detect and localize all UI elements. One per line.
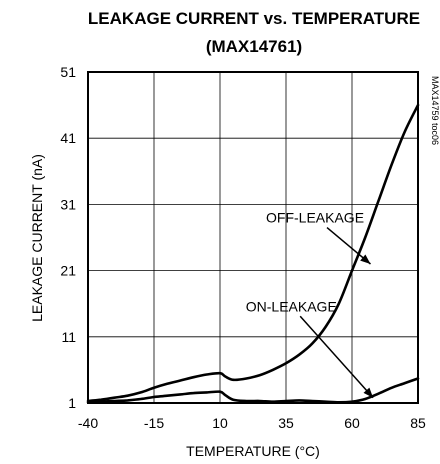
figure-code: MAX14759 toc06 <box>430 76 440 145</box>
x-tick-label: 35 <box>278 415 294 431</box>
y-tick-label: 51 <box>60 64 76 80</box>
x-tick-label: 10 <box>212 415 228 431</box>
arrowhead-on-leakage <box>363 387 374 398</box>
series-line-off-leakage <box>86 103 420 403</box>
annotation-group: OFF-LEAKAGE ON-LEAKAGE <box>246 210 374 399</box>
annotation-label: OFF-LEAKAGE <box>266 210 364 226</box>
y-tick-label: 11 <box>61 329 76 345</box>
grid-lines <box>88 72 418 403</box>
series-line-on-leakage <box>86 377 420 404</box>
chart-subtitle: (MAX14761) <box>206 37 302 56</box>
leader-line-on-leakage <box>299 315 374 399</box>
x-tick-label: -40 <box>78 415 98 431</box>
y-tick-label: 31 <box>60 196 76 212</box>
plot-frame <box>87 71 419 404</box>
x-tick-label: 85 <box>410 415 426 431</box>
y-axis-label: LEAKAGE CURRENT (nA) <box>29 154 45 322</box>
chart-title: LEAKAGE CURRENT vs. TEMPERATURE <box>88 9 420 28</box>
x-tick-label: 60 <box>344 415 360 431</box>
y-tick-label: 41 <box>60 130 76 146</box>
x-axis-label: TEMPERATURE (°C) <box>186 443 320 459</box>
series-group <box>86 103 420 404</box>
y-tick-label: 1 <box>68 395 76 411</box>
y-tick-label: 21 <box>60 263 76 279</box>
annotation-label: ON-LEAKAGE <box>246 298 337 314</box>
x-tick-label: -15 <box>144 415 164 431</box>
arrowhead-off-leakage <box>360 254 371 264</box>
